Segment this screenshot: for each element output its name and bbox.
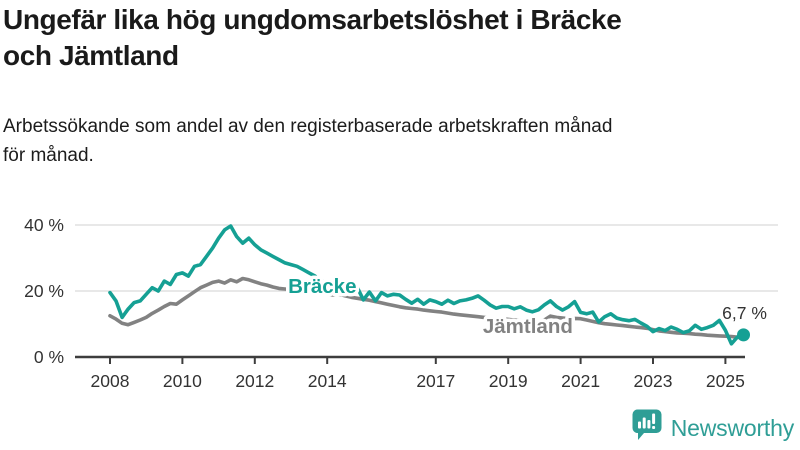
x-tick-label-2012: 2012 bbox=[235, 371, 274, 391]
jmtland-series-label: Jämtland bbox=[483, 315, 573, 338]
x-tick-label-2021: 2021 bbox=[561, 371, 600, 391]
jmtland-line bbox=[108, 276, 746, 341]
y-tick-label-20: 20 % bbox=[24, 281, 64, 301]
page-title: Ungefär lika hög ungdomsarbetslöshet i B… bbox=[3, 2, 743, 75]
x-tick-label-2008: 2008 bbox=[91, 371, 130, 391]
end-value-dot bbox=[737, 328, 751, 342]
page-title-line2: och Jämtland bbox=[3, 40, 179, 72]
x-tick-label-2019: 2019 bbox=[489, 371, 528, 391]
end-value-annotation: 6,7 % bbox=[722, 303, 767, 323]
newsworthy-brand-name: Newsworthy bbox=[670, 414, 794, 441]
x-tick-label-2010: 2010 bbox=[163, 371, 202, 391]
y-tick-label-40: 40 % bbox=[24, 215, 64, 235]
unemployment-line-chart: 0 % 20 % 40 % 2008 2010 2012 2014 2017 2019 2021 2… bbox=[24, 215, 778, 391]
brcke-line bbox=[108, 224, 746, 346]
page-title-line1: Ungefär lika hög ungdomsarbetslöshet i B… bbox=[3, 4, 622, 35]
newsworthy-brand: Newsworthy bbox=[632, 409, 794, 447]
x-tick-label-2023: 2023 bbox=[634, 371, 673, 391]
y-tick-label-0: 0 % bbox=[34, 347, 64, 367]
chart-subtitle: Arbetssökande som andel av den registerb… bbox=[3, 112, 783, 171]
x-tick-label-2014: 2014 bbox=[308, 371, 347, 391]
x-tick-label-2025: 2025 bbox=[706, 371, 745, 391]
chart-subtitle-line1: Arbetssökande som andel av den registerb… bbox=[3, 116, 613, 137]
newsworthy-chart-bubble-icon bbox=[632, 409, 663, 447]
chart-subtitle-line2: för månad. bbox=[3, 145, 94, 167]
brcke-series-label: Bräcke bbox=[288, 275, 356, 298]
x-tick-label-2017: 2017 bbox=[416, 371, 455, 391]
